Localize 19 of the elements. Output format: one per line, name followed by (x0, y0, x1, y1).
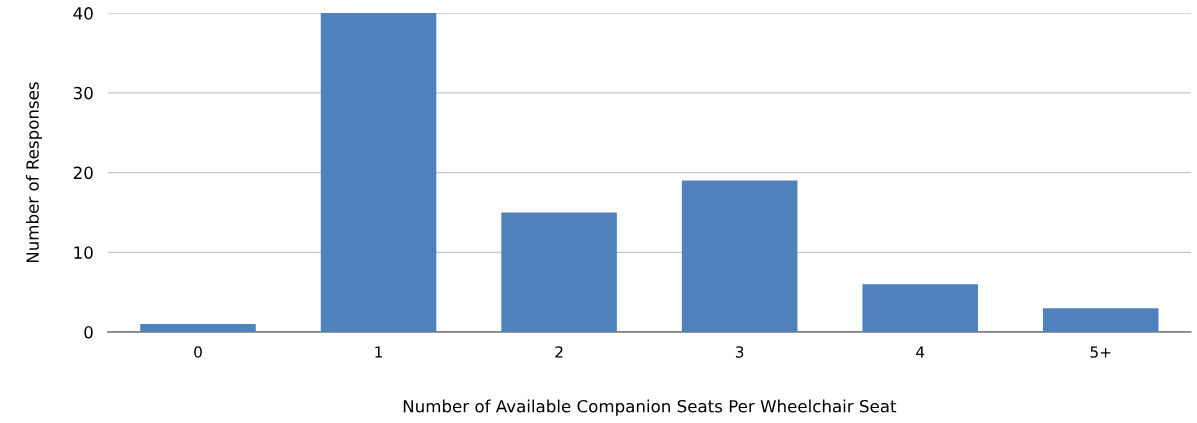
bar (681, 180, 798, 333)
y-tick-label: 40 (73, 7, 93, 20)
x-tick-label: 4 (916, 346, 925, 358)
x-tick-label: 0 (194, 346, 202, 358)
x-axis-title: Number of Available Companion Seats Per Wheelchair Seat (403, 399, 897, 416)
y-tick-label: 30 (73, 86, 93, 100)
x-tick-label: 5+ (1090, 346, 1111, 358)
y-tick-label: 0 (84, 326, 93, 339)
bar (140, 324, 256, 333)
y-tick-label: 20 (73, 166, 93, 180)
bar (320, 13, 437, 333)
bar (1042, 308, 1159, 333)
bar (862, 284, 978, 333)
bar (501, 212, 617, 333)
x-tick-label: 1 (375, 346, 382, 358)
y-tick-label: 10 (74, 246, 93, 259)
x-tick-label: 3 (735, 346, 744, 358)
x-tick-label: 2 (555, 346, 563, 358)
y-axis-title: Number of Responses (25, 82, 43, 263)
